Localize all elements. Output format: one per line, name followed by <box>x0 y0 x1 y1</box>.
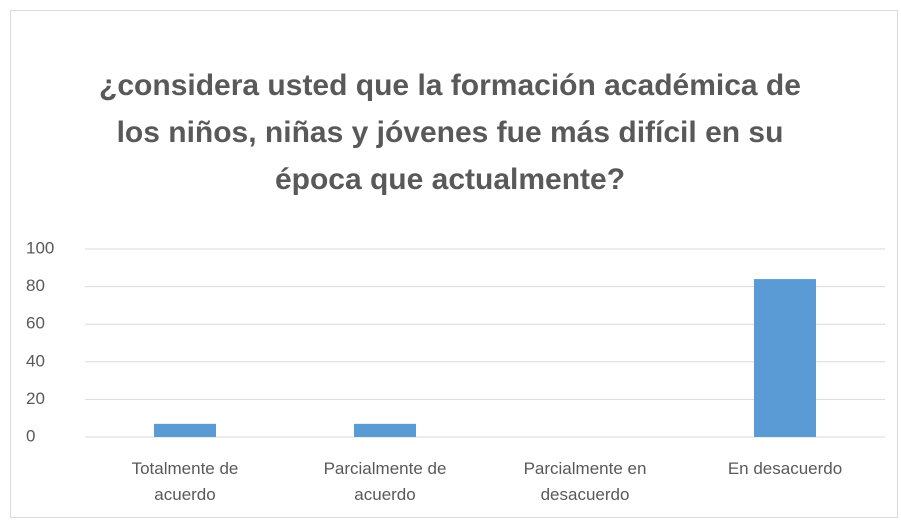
bar <box>154 423 216 437</box>
chart-title: ¿considera usted que la formación académ… <box>99 69 801 196</box>
y-tick-label: 20 <box>26 389 45 408</box>
chart-border <box>10 10 898 518</box>
y-tick-label: 100 <box>26 238 54 257</box>
x-tick-label: Totalmente de acuerdo <box>131 459 239 504</box>
x-tick-label: En desacuerdo <box>727 459 843 478</box>
bar <box>754 279 816 437</box>
y-tick-label: 60 <box>26 314 45 333</box>
bar <box>354 423 416 437</box>
y-tick-label: 40 <box>26 351 45 370</box>
y-tick-label: 80 <box>26 276 45 295</box>
x-tick-label: Parcialmente en desacuerdo <box>523 459 647 504</box>
x-tick-label: Parcialmente de acuerdo <box>323 459 447 504</box>
y-tick-label: 0 <box>26 426 35 445</box>
